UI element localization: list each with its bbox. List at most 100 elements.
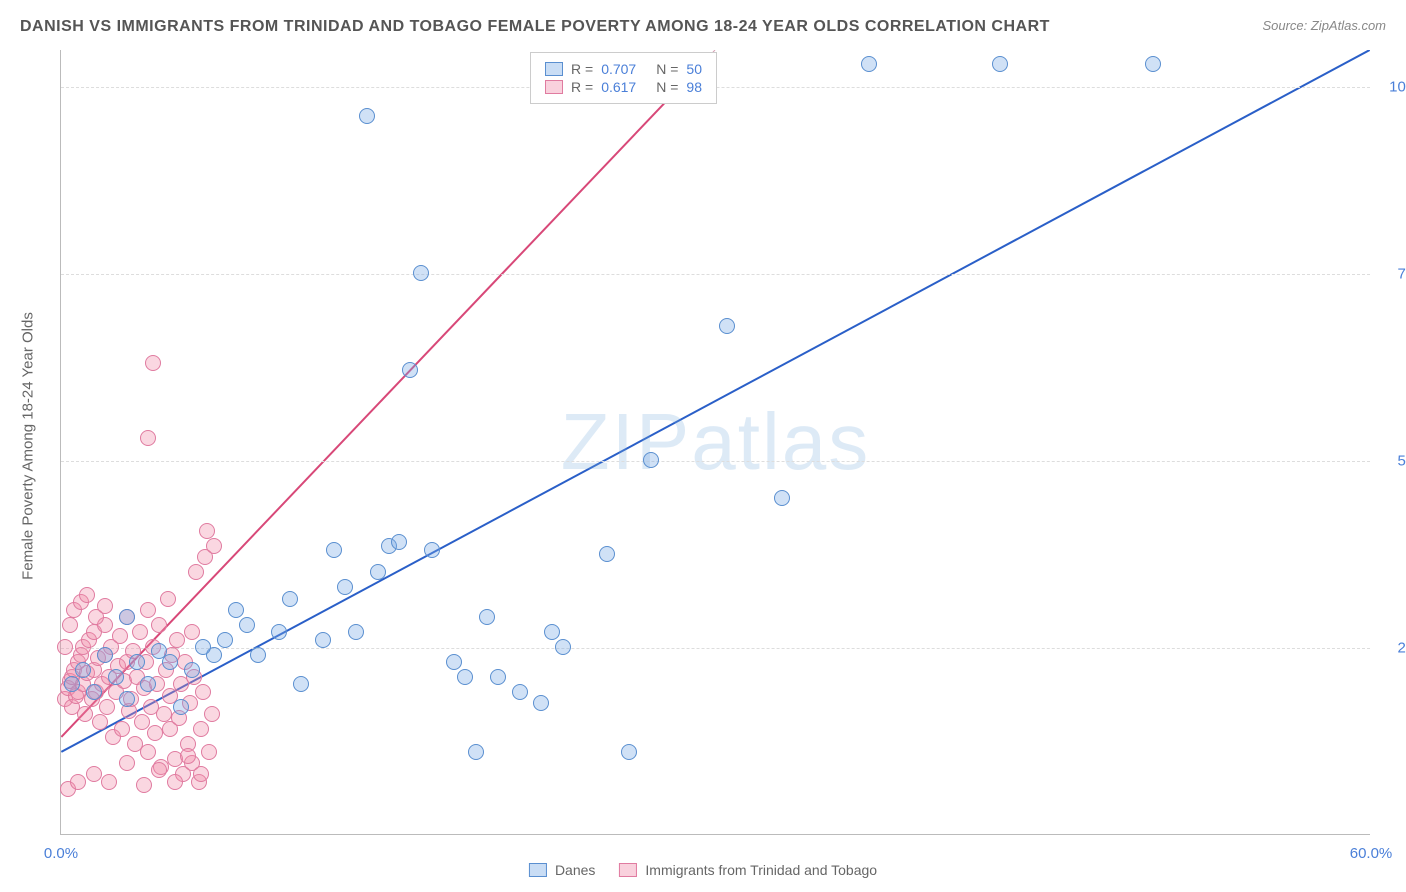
data-point (151, 617, 167, 633)
data-point (348, 624, 364, 640)
data-point (402, 362, 418, 378)
data-point (193, 721, 209, 737)
swatch-pink (545, 80, 563, 94)
gridline (61, 274, 1370, 275)
r-label: R = (571, 61, 593, 77)
data-point (643, 452, 659, 468)
r-value-danes: 0.707 (601, 61, 636, 77)
data-point (99, 699, 115, 715)
data-point (64, 676, 80, 692)
correlation-legend: R = 0.707 N = 50 R = 0.617 N = 98 (530, 52, 717, 104)
data-point (70, 774, 86, 790)
r-value-immigrants: 0.617 (601, 79, 636, 95)
data-point (199, 523, 215, 539)
n-label: N = (656, 79, 678, 95)
data-point (201, 744, 217, 760)
data-point (180, 748, 196, 764)
data-point (57, 639, 73, 655)
data-point (140, 602, 156, 618)
n-label: N = (656, 61, 678, 77)
data-point (77, 706, 93, 722)
data-point (86, 684, 102, 700)
data-point (92, 714, 108, 730)
data-point (156, 706, 172, 722)
data-point (79, 587, 95, 603)
data-point (195, 639, 211, 655)
series-legend: Danes Immigrants from Trinidad and Tobag… (529, 862, 877, 878)
data-point (193, 766, 209, 782)
data-point (228, 602, 244, 618)
legend-row-immigrants: R = 0.617 N = 98 (545, 79, 702, 95)
swatch-blue (545, 62, 563, 76)
data-point (188, 564, 204, 580)
data-point (861, 56, 877, 72)
watermark: ZIPatlas (561, 396, 870, 488)
data-point (370, 564, 386, 580)
legend-row-danes: R = 0.707 N = 50 (545, 61, 702, 77)
legend-item-immigrants: Immigrants from Trinidad and Tobago (619, 862, 877, 878)
data-point (544, 624, 560, 640)
data-point (992, 56, 1008, 72)
data-point (151, 643, 167, 659)
r-label: R = (571, 79, 593, 95)
data-point (119, 609, 135, 625)
data-point (140, 744, 156, 760)
data-point (114, 721, 130, 737)
data-point (774, 490, 790, 506)
data-point (184, 624, 200, 640)
data-point (271, 624, 287, 640)
y-tick-label: 75.0% (1397, 266, 1406, 283)
data-point (457, 669, 473, 685)
data-point (479, 609, 495, 625)
data-point (337, 579, 353, 595)
data-point (119, 755, 135, 771)
data-point (621, 744, 637, 760)
swatch-pink (619, 863, 637, 877)
legend-item-danes: Danes (529, 862, 595, 878)
data-point (75, 662, 91, 678)
data-point (160, 591, 176, 607)
x-tick-label: 0.0% (44, 845, 78, 862)
data-point (101, 774, 117, 790)
data-point (512, 684, 528, 700)
data-point (293, 676, 309, 692)
x-tick-label: 60.0% (1350, 845, 1393, 862)
data-point (97, 647, 113, 663)
data-point (129, 654, 145, 670)
legend-label-danes: Danes (555, 862, 595, 878)
data-point (424, 542, 440, 558)
data-point (140, 676, 156, 692)
y-axis-label: Female Poverty Among 18-24 Year Olds (20, 312, 37, 580)
data-point (169, 632, 185, 648)
data-point (282, 591, 298, 607)
data-point (719, 318, 735, 334)
data-point (108, 669, 124, 685)
data-point (555, 639, 571, 655)
y-tick-label: 100.0% (1389, 79, 1406, 96)
data-point (533, 695, 549, 711)
y-tick-label: 25.0% (1397, 640, 1406, 657)
data-point (359, 108, 375, 124)
data-point (413, 265, 429, 281)
data-point (145, 355, 161, 371)
data-point (239, 617, 255, 633)
data-point (97, 598, 113, 614)
gridline (61, 461, 1370, 462)
swatch-blue (529, 863, 547, 877)
legend-label-immigrants: Immigrants from Trinidad and Tobago (645, 862, 877, 878)
data-point (204, 706, 220, 722)
data-point (147, 725, 163, 741)
data-point (1145, 56, 1161, 72)
plot-area: ZIPatlas 25.0%50.0%75.0%100.0%0.0%60.0% (60, 50, 1370, 835)
chart-container: DANISH VS IMMIGRANTS FROM TRINIDAD AND T… (0, 0, 1406, 892)
trend-lines-svg (61, 50, 1370, 834)
data-point (250, 647, 266, 663)
data-point (446, 654, 462, 670)
n-value-immigrants: 98 (686, 79, 702, 95)
data-point (326, 542, 342, 558)
data-point (119, 691, 135, 707)
data-point (391, 534, 407, 550)
data-point (173, 699, 189, 715)
data-point (132, 624, 148, 640)
data-point (167, 774, 183, 790)
